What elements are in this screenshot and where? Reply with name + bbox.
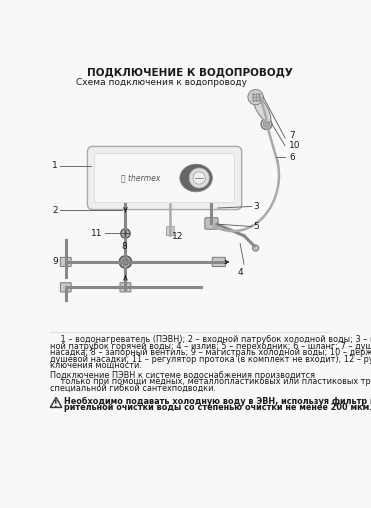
Text: 11: 11 [91,229,103,238]
Circle shape [119,256,132,268]
FancyBboxPatch shape [205,217,218,229]
Text: насадка; 8 – запорный вентиль; 9 – магистраль холодной воды; 10 – держатель для: насадка; 8 – запорный вентиль; 9 – магис… [50,348,371,357]
Text: !: ! [54,400,58,409]
Circle shape [193,172,206,184]
Text: 12: 12 [172,232,183,241]
Circle shape [263,121,270,127]
Text: Ⓣ thermex: Ⓣ thermex [121,174,161,182]
Text: 10: 10 [289,141,301,150]
Polygon shape [50,397,62,407]
Text: специальной гибкой сантехподводки.: специальной гибкой сантехподводки. [50,384,216,393]
FancyBboxPatch shape [167,227,174,236]
Text: Необходимо подавать холодную воду в ЭВН, используя фильтр предва-: Необходимо подавать холодную воду в ЭВН,… [64,397,371,406]
Text: рительной очистки воды со степенью очистки не менее 200 мкм.: рительной очистки воды со степенью очист… [64,403,371,412]
Text: 2: 2 [52,206,58,215]
Ellipse shape [253,95,271,122]
Text: 1 – водонагреватель (ПЭВН); 2 – входной патрубок холодной воды; 3 – выход-: 1 – водонагреватель (ПЭВН); 2 – входной … [50,335,371,344]
Ellipse shape [180,164,212,192]
Text: Схема подключения к водопроводу: Схема подключения к водопроводу [76,78,247,87]
FancyBboxPatch shape [212,258,226,267]
Text: 9: 9 [53,258,58,266]
Text: 7: 7 [289,131,295,140]
Text: 5: 5 [253,222,259,231]
Circle shape [189,168,209,188]
Circle shape [253,245,259,251]
Text: 8: 8 [121,242,127,251]
FancyBboxPatch shape [95,153,235,203]
Circle shape [122,259,128,265]
Text: Подключение ПЭВН к системе водоснабжения производится: Подключение ПЭВН к системе водоснабжения… [50,371,315,380]
Text: 1: 1 [52,161,58,170]
Text: 3: 3 [253,202,259,211]
Text: 6: 6 [289,153,295,162]
Circle shape [248,89,263,105]
Text: душевой насадки; 11 – регулятор протока (в комплект не входит), 12 – ручка пере-: душевой насадки; 11 – регулятор протока … [50,355,371,364]
Circle shape [121,229,130,238]
FancyBboxPatch shape [88,146,242,210]
Text: ПОДКЛЮЧЕНИЕ К ВОДОПРОВОДУ: ПОДКЛЮЧЕНИЕ К ВОДОПРОВОДУ [87,67,293,77]
Circle shape [261,119,272,130]
Text: только при помощи медных, металлопластиковых или пластиковых труб, а также: только при помощи медных, металлопластик… [50,377,371,387]
Text: ной патрубок горячей воды; 4 – излив; 5 – переходник; 6 – шланг; 7 – душевая: ной патрубок горячей воды; 4 – излив; 5 … [50,341,371,351]
Text: ключения мощности.: ключения мощности. [50,361,142,370]
FancyBboxPatch shape [120,283,131,292]
Text: 4: 4 [237,268,243,277]
FancyBboxPatch shape [60,258,71,267]
FancyBboxPatch shape [60,283,71,292]
